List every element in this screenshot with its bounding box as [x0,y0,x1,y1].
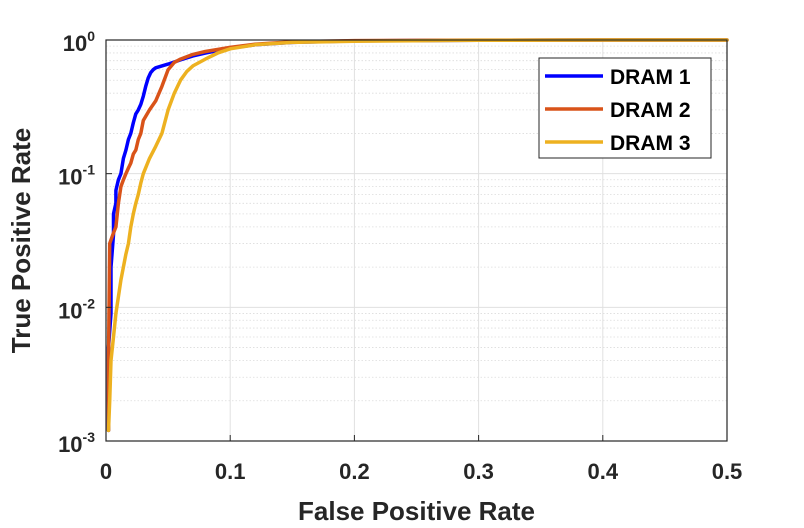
x-tick-label: 0.3 [463,459,494,484]
legend-items: DRAM 1 DRAM 2 DRAM 3 [545,66,691,155]
x-tick-label: 0.5 [712,459,743,484]
legend-item-dram-3[interactable]: DRAM 3 [545,132,691,155]
legend-label: DRAM 2 [610,99,691,122]
y-axis-title: True Positive Rate [6,128,36,353]
x-tick-label: 0.2 [339,459,370,484]
legend-item-dram-1[interactable]: DRAM 1 [545,66,691,89]
legend[interactable]: DRAM 1 DRAM 2 DRAM 3 [538,57,712,159]
tick-marks [105,39,728,442]
y-tick-label-base: 10 [58,165,82,190]
y-tick-label-exponent: -2 [83,295,96,311]
y-tick-label-exponent: 0 [87,28,95,44]
x-tick-label: 0 [100,459,112,484]
y-tick-label-exponent: -1 [83,162,96,178]
y-tick-label: 100 [63,28,95,56]
y-tick-label: 10-2 [58,295,95,323]
legend-item-dram-2[interactable]: DRAM 2 [545,99,691,122]
series-layer [106,38,729,433]
y-tick-label-exponent: -3 [83,429,96,445]
y-tick-label-base: 10 [58,432,82,457]
y-tick-label-base: 10 [58,298,82,323]
y-tick-label: 10-3 [58,429,95,457]
plot-frame [105,39,728,442]
legend-label: DRAM 1 [610,66,691,89]
y-tick-label: 10-1 [58,162,95,190]
x-tick-label: 0.4 [588,459,619,484]
legend-label: DRAM 3 [610,132,691,155]
x-tick-label: 0.1 [215,459,246,484]
x-tick-labels: 0 0.1 0.2 0.3 0.4 0.5 [100,459,742,484]
x-axis-title: False Positive Rate [298,496,535,526]
series-line-dram-3 [106,38,729,433]
y-tick-label-base: 10 [63,31,87,56]
